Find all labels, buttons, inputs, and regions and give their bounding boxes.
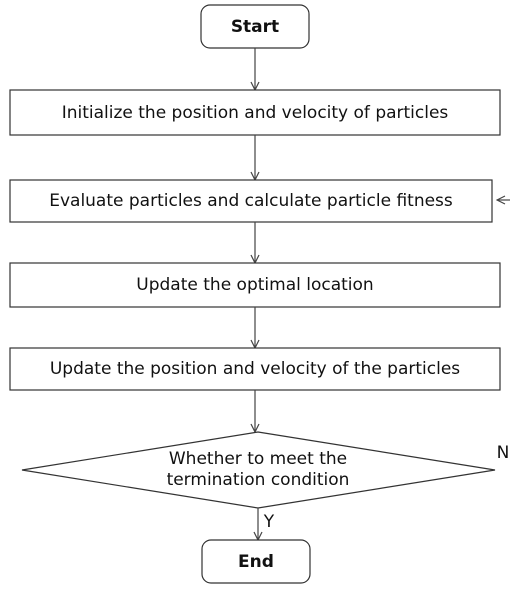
decision-label: termination condition [167,470,350,490]
end-node [201,539,311,584]
process-label: Update the optimal location [136,275,373,295]
process-label: Evaluate particles and calculate particl… [49,191,453,211]
decision-label: Whether to meet the [169,449,347,469]
process-node [9,89,501,136]
process-label: Initialize the position and velocity of … [62,103,449,123]
process-node [9,347,501,391]
end-label: End [238,552,274,572]
process-node [9,262,501,308]
process-label: Update the position and velocity of the … [50,359,460,379]
edge-label: N [497,443,510,463]
process-node [9,179,493,223]
edge-label: Y [263,512,275,532]
start-label: Start [231,17,279,37]
